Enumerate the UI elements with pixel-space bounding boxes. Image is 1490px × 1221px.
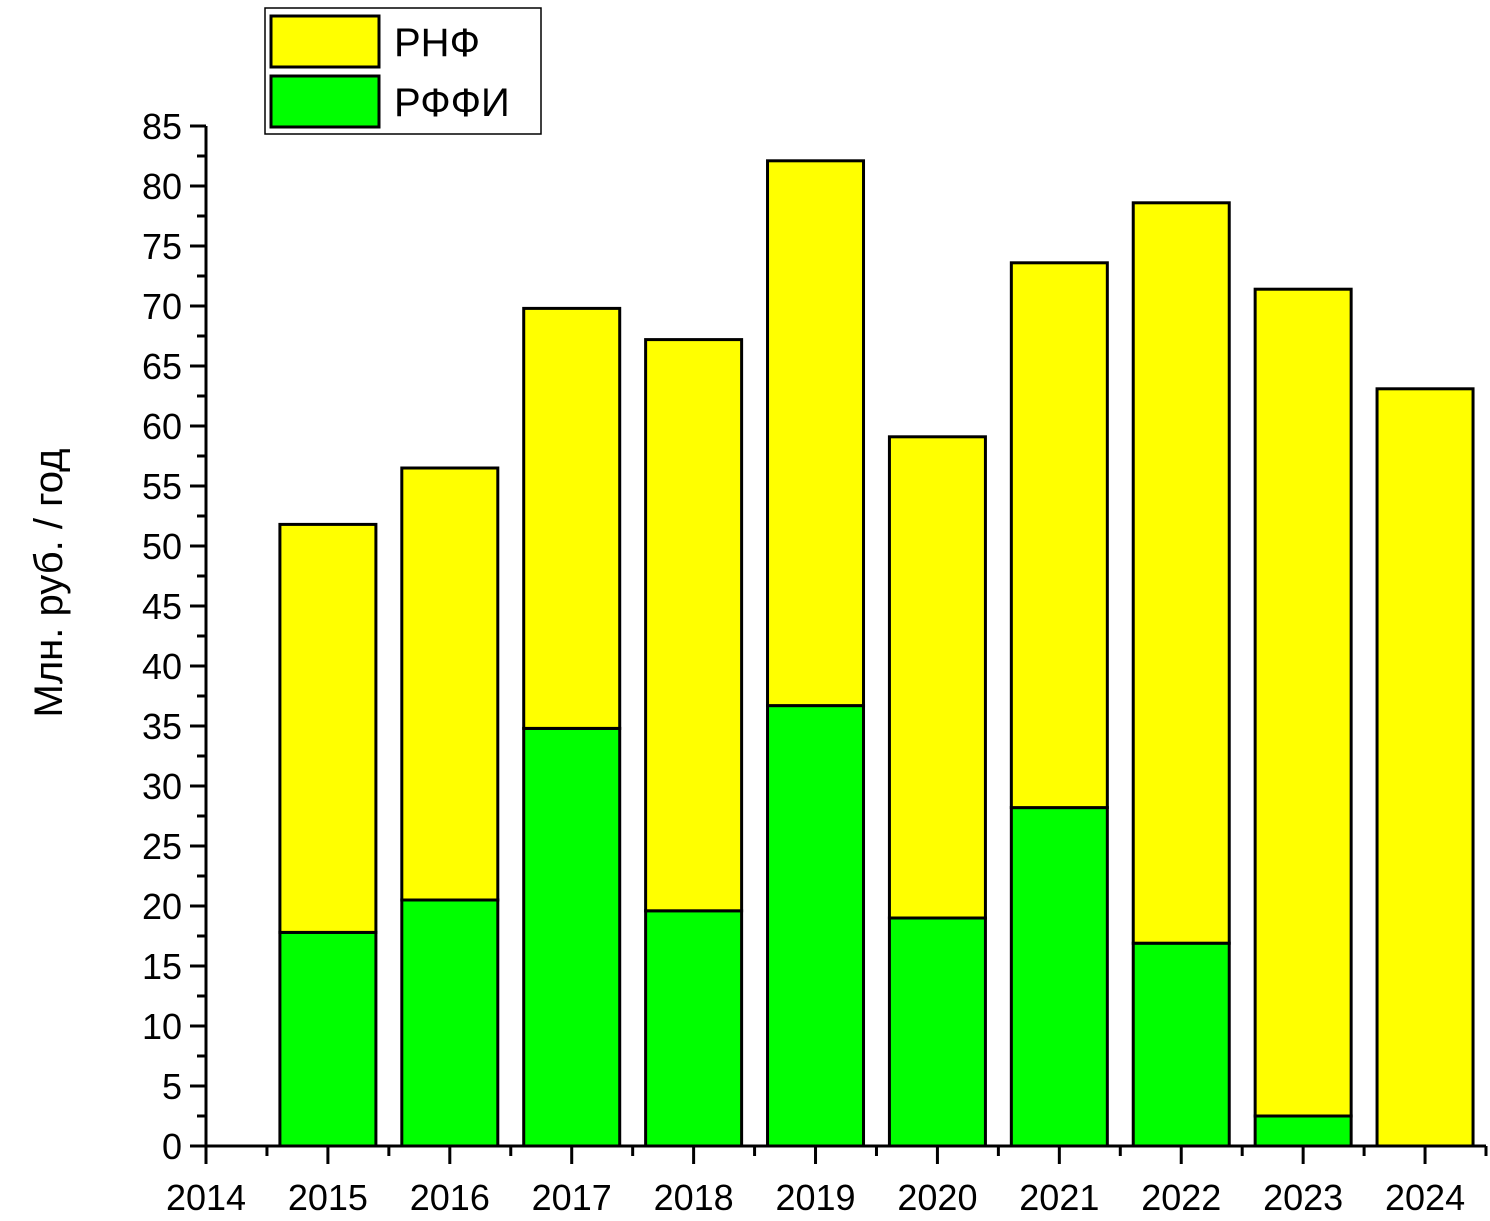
y-tick-label-10: 10 bbox=[142, 1006, 182, 1047]
bars-group bbox=[278, 159, 1475, 1148]
y-axis-title: Млн. руб. / год bbox=[27, 448, 71, 717]
y-tick-label-35: 35 bbox=[142, 706, 182, 747]
x-tick-label-2019: 2019 bbox=[775, 1177, 855, 1218]
legend-label-1: РФФИ bbox=[394, 81, 510, 125]
y-tick-label-70: 70 bbox=[142, 286, 182, 327]
y-tick-label-45: 45 bbox=[142, 586, 182, 627]
bar-rnf-2019 bbox=[766, 159, 866, 708]
legend: РНФ РФФИ bbox=[264, 7, 542, 135]
bar-rffi-2018 bbox=[644, 909, 744, 1148]
y-tick-label-15: 15 bbox=[142, 946, 182, 987]
bar-rnf-2018 bbox=[644, 338, 744, 913]
legend-swatch-0 bbox=[269, 14, 381, 69]
legend-swatch-1 bbox=[269, 74, 381, 129]
y-tick-label-40: 40 bbox=[142, 646, 182, 687]
x-tick-label-2015: 2015 bbox=[288, 1177, 368, 1218]
x-tick-label-2016: 2016 bbox=[410, 1177, 490, 1218]
bar-rffi-2017 bbox=[522, 726, 622, 1148]
y-tick-label-20: 20 bbox=[142, 886, 182, 927]
bar-rffi-2023 bbox=[1253, 1114, 1353, 1148]
y-tick-label-85: 85 bbox=[142, 106, 182, 147]
bar-rnf-2020 bbox=[887, 435, 987, 920]
bar-rffi-2020 bbox=[887, 916, 987, 1148]
y-tick-label-75: 75 bbox=[142, 226, 182, 267]
y-tick-label-60: 60 bbox=[142, 406, 182, 447]
bar-rffi-2019 bbox=[766, 704, 866, 1148]
x-tick-label-2014: 2014 bbox=[166, 1177, 246, 1218]
bar-rnf-2022 bbox=[1131, 201, 1231, 945]
bar-rnf-2015 bbox=[278, 522, 378, 934]
x-tick-label-2022: 2022 bbox=[1141, 1177, 1221, 1218]
x-tick-label-2023: 2023 bbox=[1263, 1177, 1343, 1218]
y-tick-label-80: 80 bbox=[142, 166, 182, 207]
bar-rffi-2015 bbox=[278, 930, 378, 1148]
y-tick-label-5: 5 bbox=[162, 1066, 182, 1107]
y-tick-label-55: 55 bbox=[142, 466, 182, 507]
bar-rnf-2016 bbox=[400, 466, 500, 902]
legend-label-0: РНФ bbox=[394, 21, 480, 65]
x-tick-label-2021: 2021 bbox=[1019, 1177, 1099, 1218]
y-tick-label-0: 0 bbox=[162, 1126, 182, 1167]
x-tick-label-2018: 2018 bbox=[654, 1177, 734, 1218]
bar-rnf-2021 bbox=[1009, 261, 1109, 810]
y-tick-label-50: 50 bbox=[142, 526, 182, 567]
x-tick-label-2024: 2024 bbox=[1385, 1177, 1465, 1218]
bar-rffi-2022 bbox=[1131, 941, 1231, 1148]
bar-rnf-2017 bbox=[522, 306, 622, 730]
bar-rffi-2021 bbox=[1009, 806, 1109, 1148]
x-tick-label-2017: 2017 bbox=[532, 1177, 612, 1218]
bar-rffi-2016 bbox=[400, 898, 500, 1148]
bar-rnf-2024 bbox=[1375, 387, 1475, 1148]
bar-rnf-2023 bbox=[1253, 287, 1353, 1118]
x-tick-label-2020: 2020 bbox=[897, 1177, 977, 1218]
y-tick-label-30: 30 bbox=[142, 766, 182, 807]
y-tick-label-25: 25 bbox=[142, 826, 182, 867]
ticks-group: 0 5 10 15 20 25 30 35 40 45 50 55 60 65 70 75 80 85 2014 20… bbox=[142, 106, 1488, 1218]
y-tick-label-65: 65 bbox=[142, 346, 182, 387]
